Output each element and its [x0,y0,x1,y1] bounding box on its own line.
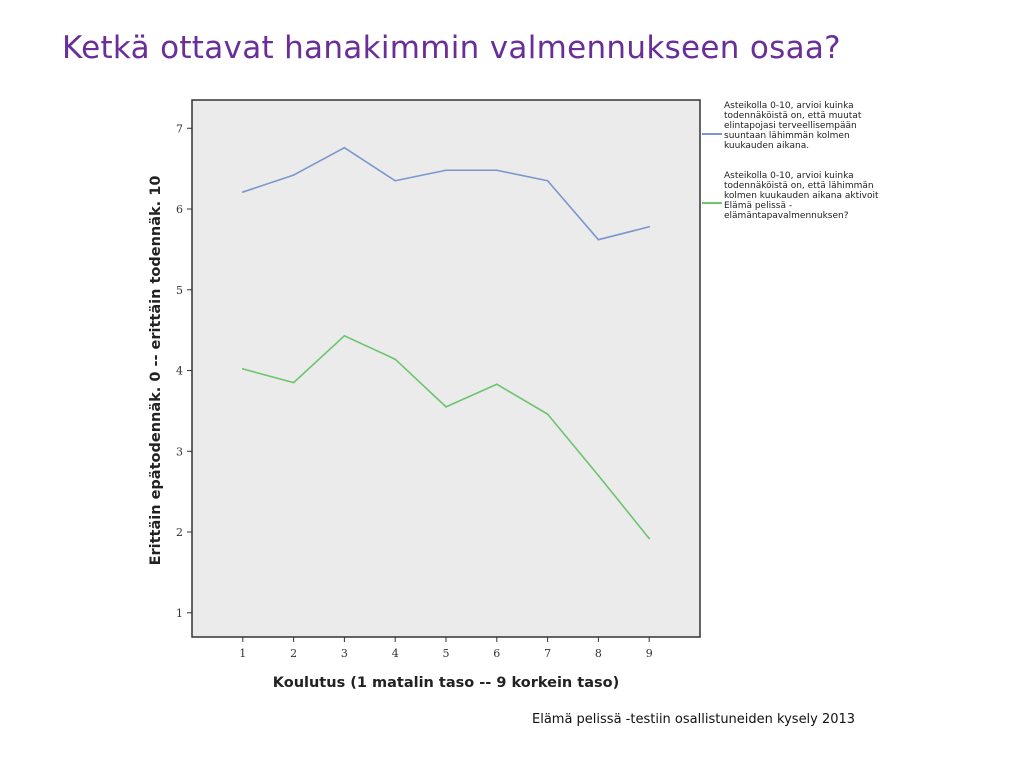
x-tick-label: 9 [646,647,653,660]
data-point-1-6 [495,169,498,172]
plot-area [191,99,701,638]
data-point-2-1 [241,368,244,370]
y-tick-label: 4 [176,365,183,378]
data-point-1-8 [597,238,600,241]
data-point-1-3 [343,146,346,149]
data-point-1-5 [445,169,447,172]
data-point-1-9 [648,225,651,228]
data-point-2-5 [445,405,447,408]
source-caption: Elämä pelissä -testiin osallistuneiden k… [532,712,856,727]
y-tick-label: 2 [176,526,183,539]
data-point-1-7 [546,179,549,182]
data-point-1-2 [292,174,295,176]
series-layer [241,146,651,540]
x-axis-label: Koulutus (1 matalin taso -- 9 korkein ta… [273,675,620,691]
x-tick-label: 5 [443,647,450,660]
data-point-2-3 [343,334,346,337]
data-point-2-4 [394,358,397,361]
legend-label-1: Asteikolla 0-10, arvioi kuinka todennäkö… [724,101,862,151]
data-point-2-9 [648,537,651,540]
x-tick-label: 7 [544,647,551,660]
x-axis: 1 2 3 4 5 6 7 8 9 [239,637,653,660]
y-tick-label: 1 [176,607,183,620]
data-point-1-1 [241,191,244,193]
x-tick-label: 8 [595,647,602,660]
data-point-2-2 [292,381,295,384]
legend-label-2: Asteikolla 0-10, arvioi kuinka todennäkö… [724,171,879,221]
y-tick-label: 6 [176,203,183,216]
data-point-2-7 [546,413,549,416]
y-axis: 1 2 3 4 5 6 7 [176,122,192,620]
y-axis-label: Erittäin epätodennäk. 0 -- erittäin tode… [148,176,164,566]
x-tick-label: 3 [341,647,348,660]
y-tick-label: 5 [176,284,183,297]
y-tick-label: 7 [176,122,183,135]
legend-swatch-2 [702,202,722,204]
data-point-2-8 [597,474,600,477]
data-point-1-4 [394,179,397,182]
data-point-2-6 [495,383,498,386]
x-tick-label: 4 [392,647,399,660]
x-tick-label: 2 [290,647,297,660]
legend-swatch-1 [702,133,722,135]
slide-title: Ketkä ottavat hanakimmin valmennukseen o… [62,30,841,66]
y-tick-label: 3 [176,445,183,458]
x-tick-label: 1 [239,647,246,660]
x-tick-label: 6 [493,647,500,660]
